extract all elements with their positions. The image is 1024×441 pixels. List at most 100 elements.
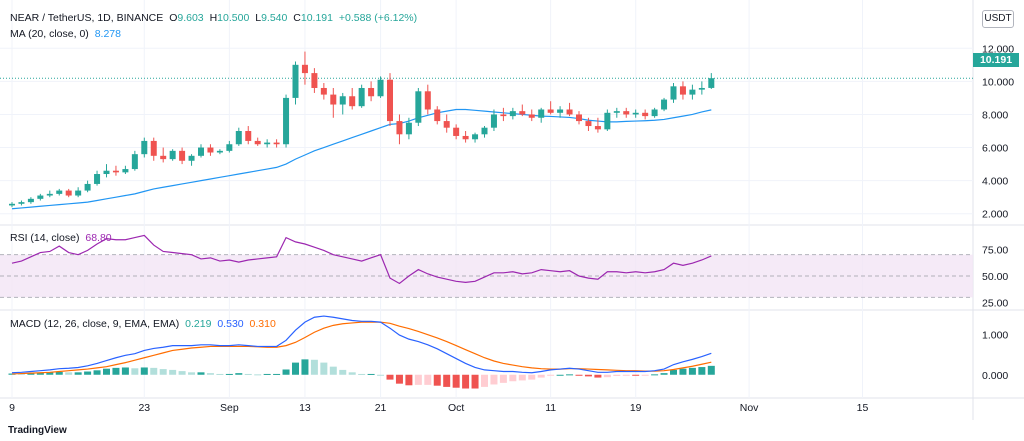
candle — [453, 124, 460, 140]
candle-body — [566, 109, 573, 115]
macd-histogram-bar — [622, 374, 630, 376]
ohlc-open: O9.603 — [169, 12, 204, 24]
candle — [160, 147, 167, 163]
candle — [594, 117, 601, 133]
candle-body — [594, 126, 601, 130]
macd-histogram-bar — [679, 368, 687, 375]
candle — [387, 73, 393, 127]
macd-histogram-bar — [225, 373, 233, 375]
candle — [150, 137, 157, 161]
candle-body — [443, 121, 450, 128]
macd-histogram-bar — [206, 373, 214, 375]
time-tick-label: Sep — [220, 402, 239, 414]
macd-histogram-bar — [377, 374, 385, 376]
candle — [708, 73, 715, 89]
candle-body — [245, 131, 252, 141]
candle-body — [698, 87, 705, 90]
candle — [528, 109, 535, 122]
time-tick-label: 21 — [375, 402, 387, 414]
candle — [254, 137, 261, 146]
candle-body — [131, 154, 138, 170]
price-tick-label: 10.000 — [982, 76, 1014, 88]
macd-histogram-bar — [651, 374, 659, 376]
candle — [443, 114, 450, 133]
candle-body — [396, 121, 403, 135]
macd-value: 0.530 — [217, 318, 244, 330]
candle — [112, 165, 119, 176]
candle-body — [670, 86, 677, 100]
macd-histogram-bar — [36, 372, 44, 375]
candle — [292, 61, 299, 105]
time-tick-label: Nov — [740, 402, 759, 414]
candle — [311, 68, 318, 93]
candle-body — [188, 155, 195, 161]
macd-histogram-bar — [320, 362, 328, 375]
candle — [689, 84, 696, 100]
macd-histogram-bar — [178, 371, 186, 375]
candle-body — [94, 174, 101, 184]
candle — [169, 149, 176, 161]
macd-histogram-bar — [632, 374, 640, 376]
candle-body — [387, 79, 393, 122]
macd-histogram-bar — [348, 372, 356, 375]
macd-histogram-bar — [159, 369, 167, 375]
price-tick-label: 4.000 — [982, 176, 1008, 188]
macd-histogram-bar — [641, 374, 649, 376]
price-tick-label: 12.000 — [982, 43, 1014, 55]
macd-histogram-bar — [197, 372, 205, 375]
candle — [56, 188, 63, 196]
candle — [604, 109, 611, 131]
candle-body — [472, 134, 479, 140]
macd-histogram-bar — [140, 367, 148, 375]
macd-tick-label: 0.000 — [982, 370, 1008, 382]
macd-histogram-bar — [46, 372, 54, 375]
candle — [566, 102, 573, 117]
candle — [538, 107, 545, 123]
candle — [519, 104, 526, 117]
candle — [188, 154, 195, 166]
candle — [651, 107, 658, 118]
candle-body — [490, 114, 497, 128]
candle-body — [613, 111, 620, 113]
candle-body — [358, 87, 365, 107]
ma-value: 8.278 — [94, 28, 121, 40]
candle — [84, 180, 91, 193]
macd-hist-value: 0.219 — [185, 318, 212, 330]
macd-histogram-bar — [367, 373, 375, 375]
macd-histogram-bar — [263, 373, 271, 375]
candle — [75, 187, 82, 198]
candle — [207, 144, 214, 156]
macd-histogram-bar — [424, 374, 432, 385]
macd-pane — [8, 315, 715, 389]
candle — [65, 188, 72, 198]
macd-histogram-bar — [273, 373, 281, 375]
candle-body — [642, 112, 649, 117]
ma-label: MA (20, close, 0) — [10, 28, 89, 40]
candle-body — [198, 147, 204, 156]
macd-histogram-bar — [131, 368, 139, 375]
macd-histogram-bar — [688, 367, 696, 375]
candle-body — [405, 122, 412, 135]
macd-histogram-bar — [613, 374, 621, 376]
candle-body — [500, 114, 507, 117]
candle — [18, 200, 25, 206]
time-tick-label: 9 — [9, 402, 15, 414]
candle-body — [264, 142, 271, 145]
candle — [283, 94, 290, 148]
candle — [94, 170, 101, 186]
candle — [216, 149, 223, 155]
macd-histogram-bar — [112, 367, 120, 375]
candle-body — [538, 109, 545, 118]
candle — [273, 139, 280, 148]
macd-histogram-bar — [405, 374, 413, 386]
currency-button[interactable]: USDT — [982, 10, 1014, 28]
candle-body — [708, 78, 715, 88]
macd-histogram-bar — [17, 373, 25, 375]
candle — [245, 126, 252, 145]
candle — [585, 117, 592, 131]
macd-histogram-bar — [188, 372, 196, 375]
candle-body — [547, 109, 554, 113]
symbol-title: NEAR / TetherUS, 1D, BINANCE — [10, 12, 164, 24]
